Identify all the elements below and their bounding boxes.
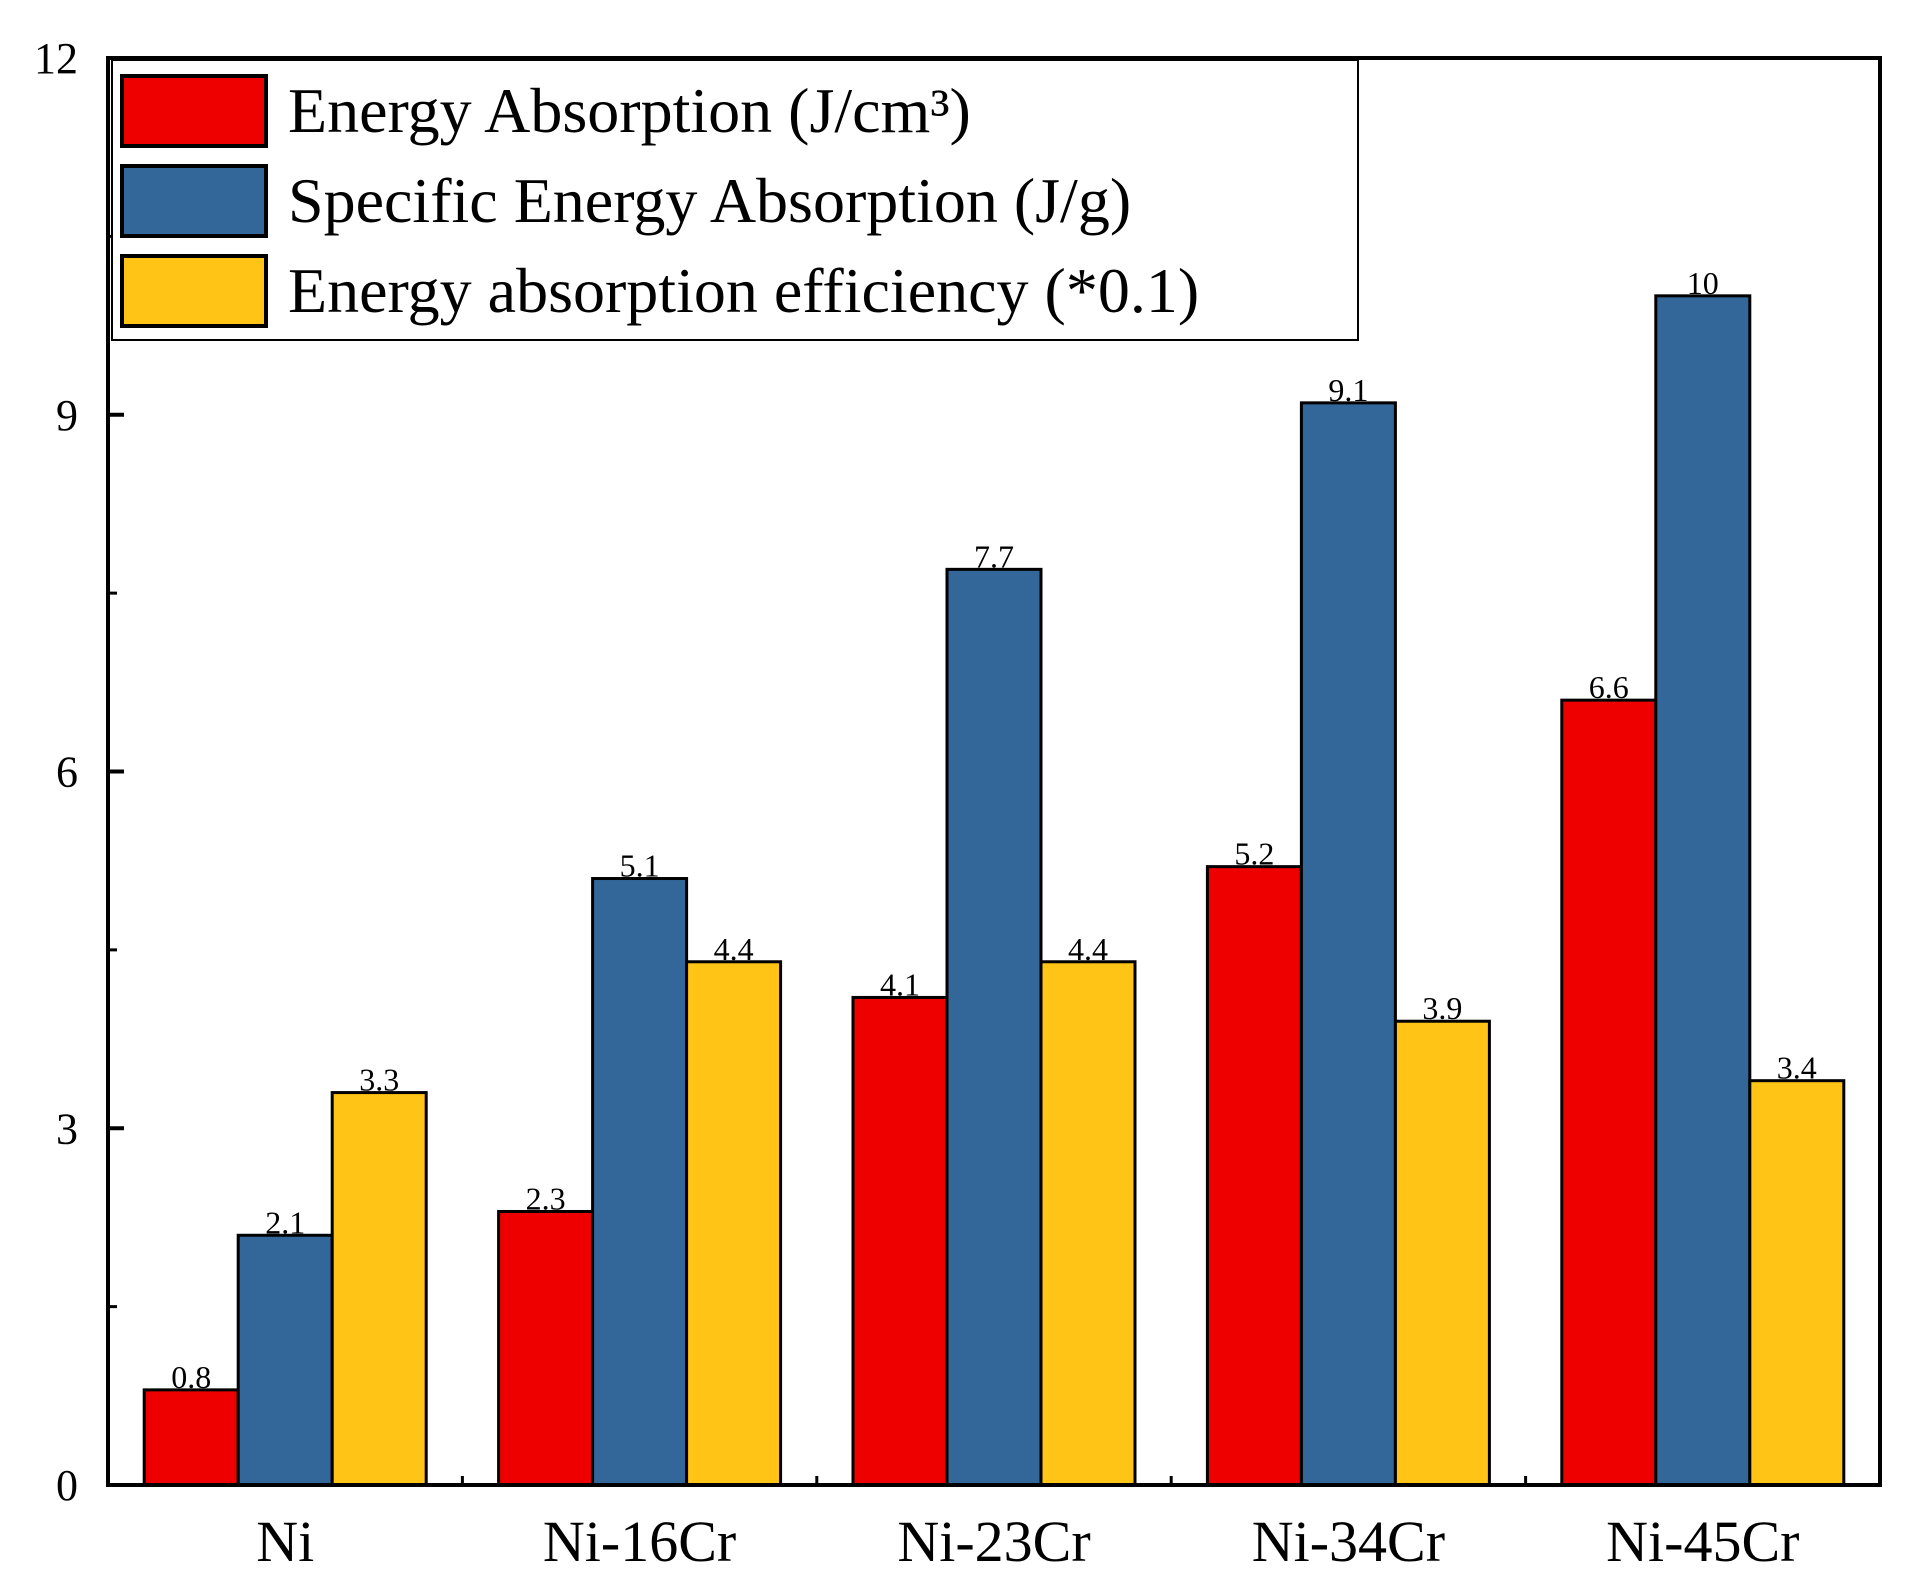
x-axis-ticks: Ni Ni-16Cr Ni-23Cr Ni-34Cr Ni-45Cr: [256, 1467, 1799, 1574]
y-tick-label: 3: [56, 1104, 78, 1153]
bar-value-label: 5.1: [620, 848, 660, 884]
legend-label: Specific Energy Absorption (J/g): [288, 165, 1131, 236]
bar: [330, 1091, 428, 1487]
bar: [236, 1233, 334, 1487]
bar-value-label: 4.1: [880, 966, 920, 1002]
legend: Energy Absorption (J/cm³) Specific Energy…: [111, 59, 1359, 341]
x-tick-label: Ni-34Cr: [1252, 1509, 1445, 1574]
bar-value-label: 9.1: [1328, 372, 1368, 408]
bar-value-label: 5.2: [1234, 836, 1274, 872]
x-tick-label: Ni-23Cr: [897, 1509, 1090, 1574]
bar: [945, 567, 1043, 1487]
x-tick-label: Ni-45Cr: [1606, 1509, 1799, 1574]
bar: [1299, 401, 1397, 1487]
bar: [685, 960, 783, 1487]
data-labels: 0.8 2.3 4.1 5.2 6.6 2.1 5.1 7.7 9.1 10 3.3 4.4 4.4 3.…: [171, 265, 1817, 1395]
bar: [851, 995, 949, 1487]
bar-value-label: 3.4: [1777, 1050, 1817, 1086]
y-tick-label: 12: [34, 34, 78, 83]
y-tick-label: 6: [56, 748, 78, 797]
bar-value-label: 2.1: [265, 1204, 305, 1240]
legend-label: Energy absorption efficiency (*0.1): [288, 255, 1199, 326]
legend-swatch: [120, 254, 268, 328]
bar: [1205, 865, 1303, 1487]
bar-value-label: 3.3: [359, 1062, 399, 1098]
bar-value-label: 10: [1687, 265, 1719, 301]
bar: [1039, 960, 1137, 1487]
bar-series: [142, 294, 1846, 1487]
legend-label: Energy Absorption (J/cm³): [288, 75, 971, 146]
x-tick-label: Ni: [256, 1509, 314, 1574]
bar: [1654, 294, 1752, 1487]
legend-swatch: [120, 74, 268, 148]
y-axis-ticks: 0 3 6 9 12: [34, 34, 124, 1510]
bar: [497, 1209, 595, 1487]
bar-value-label: 2.3: [526, 1180, 566, 1216]
x-tick-label: Ni-16Cr: [543, 1509, 736, 1574]
bar: [591, 877, 689, 1487]
legend-box: [111, 59, 1359, 341]
y-tick-label: 9: [56, 391, 78, 440]
bar: [1748, 1079, 1846, 1487]
bar: [142, 1388, 240, 1487]
bar-value-label: 6.6: [1589, 669, 1629, 705]
bar-value-label: 7.7: [974, 538, 1014, 574]
bar-value-label: 4.4: [1068, 931, 1108, 967]
plot-frame: [106, 56, 1882, 1487]
bar-value-label: 0.8: [171, 1359, 211, 1395]
bar: [1393, 1019, 1491, 1487]
y-tick-label: 0: [56, 1461, 78, 1510]
legend-swatch: [120, 164, 268, 238]
bar-value-label: 4.4: [714, 931, 754, 967]
bar-value-label: 3.9: [1422, 990, 1462, 1026]
bar: [1560, 698, 1658, 1487]
